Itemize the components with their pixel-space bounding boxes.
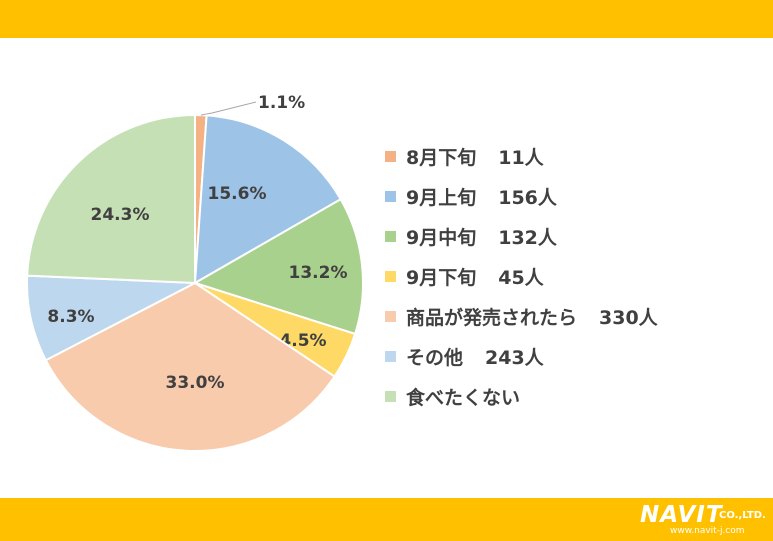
top-banner	[0, 0, 773, 38]
leader-line	[200, 101, 257, 116]
legend-item: 食べたくない	[385, 376, 658, 416]
legend-count: 243人	[485, 346, 544, 369]
pie-slice	[26, 274, 199, 362]
pie-slice	[44, 281, 336, 452]
legend-count: 45人	[498, 266, 544, 289]
slice-percent-label: 1.1%	[258, 93, 305, 113]
pie-slice	[26, 113, 196, 285]
legend-count: 132人	[498, 226, 557, 249]
slice-percent-label: 4.5%	[279, 331, 326, 351]
legend-item: 9月下旬 45人	[385, 256, 658, 296]
slice-percent-label: 15.6%	[208, 184, 267, 204]
legend-swatch	[385, 150, 396, 162]
legend-swatch	[385, 230, 396, 242]
bottom-banner	[0, 498, 773, 541]
pie-chart: 1.1% 15.6% 13.2% 4.5% 33.0% 8.3% 24.3%	[26, 93, 364, 452]
legend-label: 9月下旬	[406, 266, 477, 289]
legend-item: 9月上旬 156人	[385, 176, 658, 216]
slice-percent-label: 33.0%	[166, 373, 225, 393]
legend-count: 330人	[599, 306, 658, 329]
pie-slice	[192, 197, 364, 336]
logo-name: NAVIT	[640, 502, 723, 528]
legend-swatch	[385, 190, 396, 202]
logo-url: www.navit-j.com	[670, 526, 745, 536]
legend-label: 9月中旬	[406, 226, 477, 249]
slice-percent-label: 13.2%	[289, 263, 348, 283]
legend-item: 商品が発売されたら 330人	[385, 296, 658, 336]
legend-swatch	[385, 350, 396, 362]
slice-percent-label: 8.3%	[47, 307, 94, 327]
pie-slice	[193, 114, 343, 285]
legend-count: 11人	[498, 146, 544, 169]
legend-item: その他 243人	[385, 336, 658, 376]
legend-swatch	[385, 270, 396, 282]
legend-count: 156人	[498, 186, 557, 209]
legend-label: 9月上旬	[406, 186, 477, 209]
legend-item: 8月下旬 11人	[385, 136, 658, 176]
navit-logo: NAVIT CO.,LTD. www.navit-j.com	[640, 502, 768, 538]
legend-label: その他	[406, 346, 464, 369]
slice-percent-label: 24.3%	[91, 205, 150, 225]
chart-legend: 8月下旬 11人 9月上旬 156人 9月中旬 132人 9月下旬 45人商品が発売されたら 3…	[385, 136, 658, 416]
legend-swatch	[385, 390, 396, 402]
logo-suffix: CO.,LTD.	[719, 510, 766, 521]
legend-swatch	[385, 310, 396, 322]
legend-label: 8月下旬	[406, 146, 477, 169]
legend-item: 9月中旬 132人	[385, 216, 658, 256]
legend-label: 商品が発売されたら	[406, 306, 578, 329]
legend-label: 食べたくない	[406, 386, 521, 409]
